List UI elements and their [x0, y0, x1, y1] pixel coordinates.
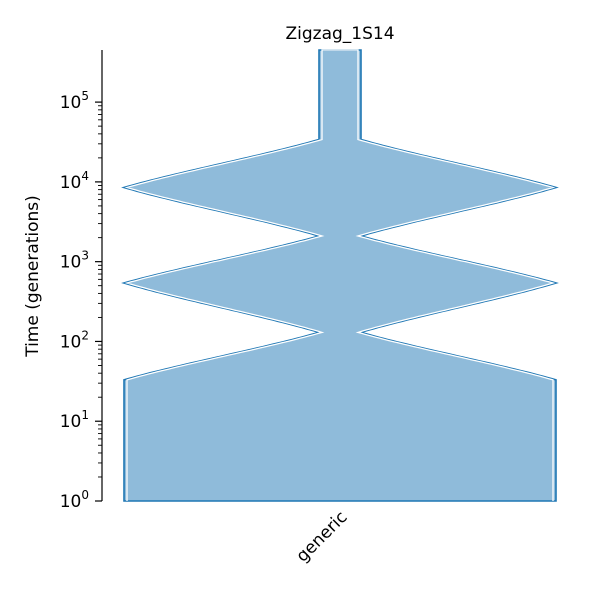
population-area	[121, 49, 559, 502]
x-tick-label: generic	[292, 507, 351, 566]
y-axis-label: Time (generations)	[23, 195, 43, 358]
chart-title: Zigzag_1S14	[285, 24, 394, 44]
x-ticks: generic	[292, 507, 351, 566]
population-shape	[121, 49, 559, 502]
y-tick-label: 102	[60, 328, 89, 352]
y-ticks: 100 101 102 103 104 105	[60, 89, 102, 512]
y-tick-label: 103	[60, 249, 89, 273]
y-tick-label: 101	[60, 408, 89, 432]
y-tick-label: 105	[60, 89, 89, 113]
y-tick-label: 100	[60, 488, 89, 512]
population-outline	[124, 49, 556, 501]
y-tick-label: 104	[60, 169, 89, 193]
